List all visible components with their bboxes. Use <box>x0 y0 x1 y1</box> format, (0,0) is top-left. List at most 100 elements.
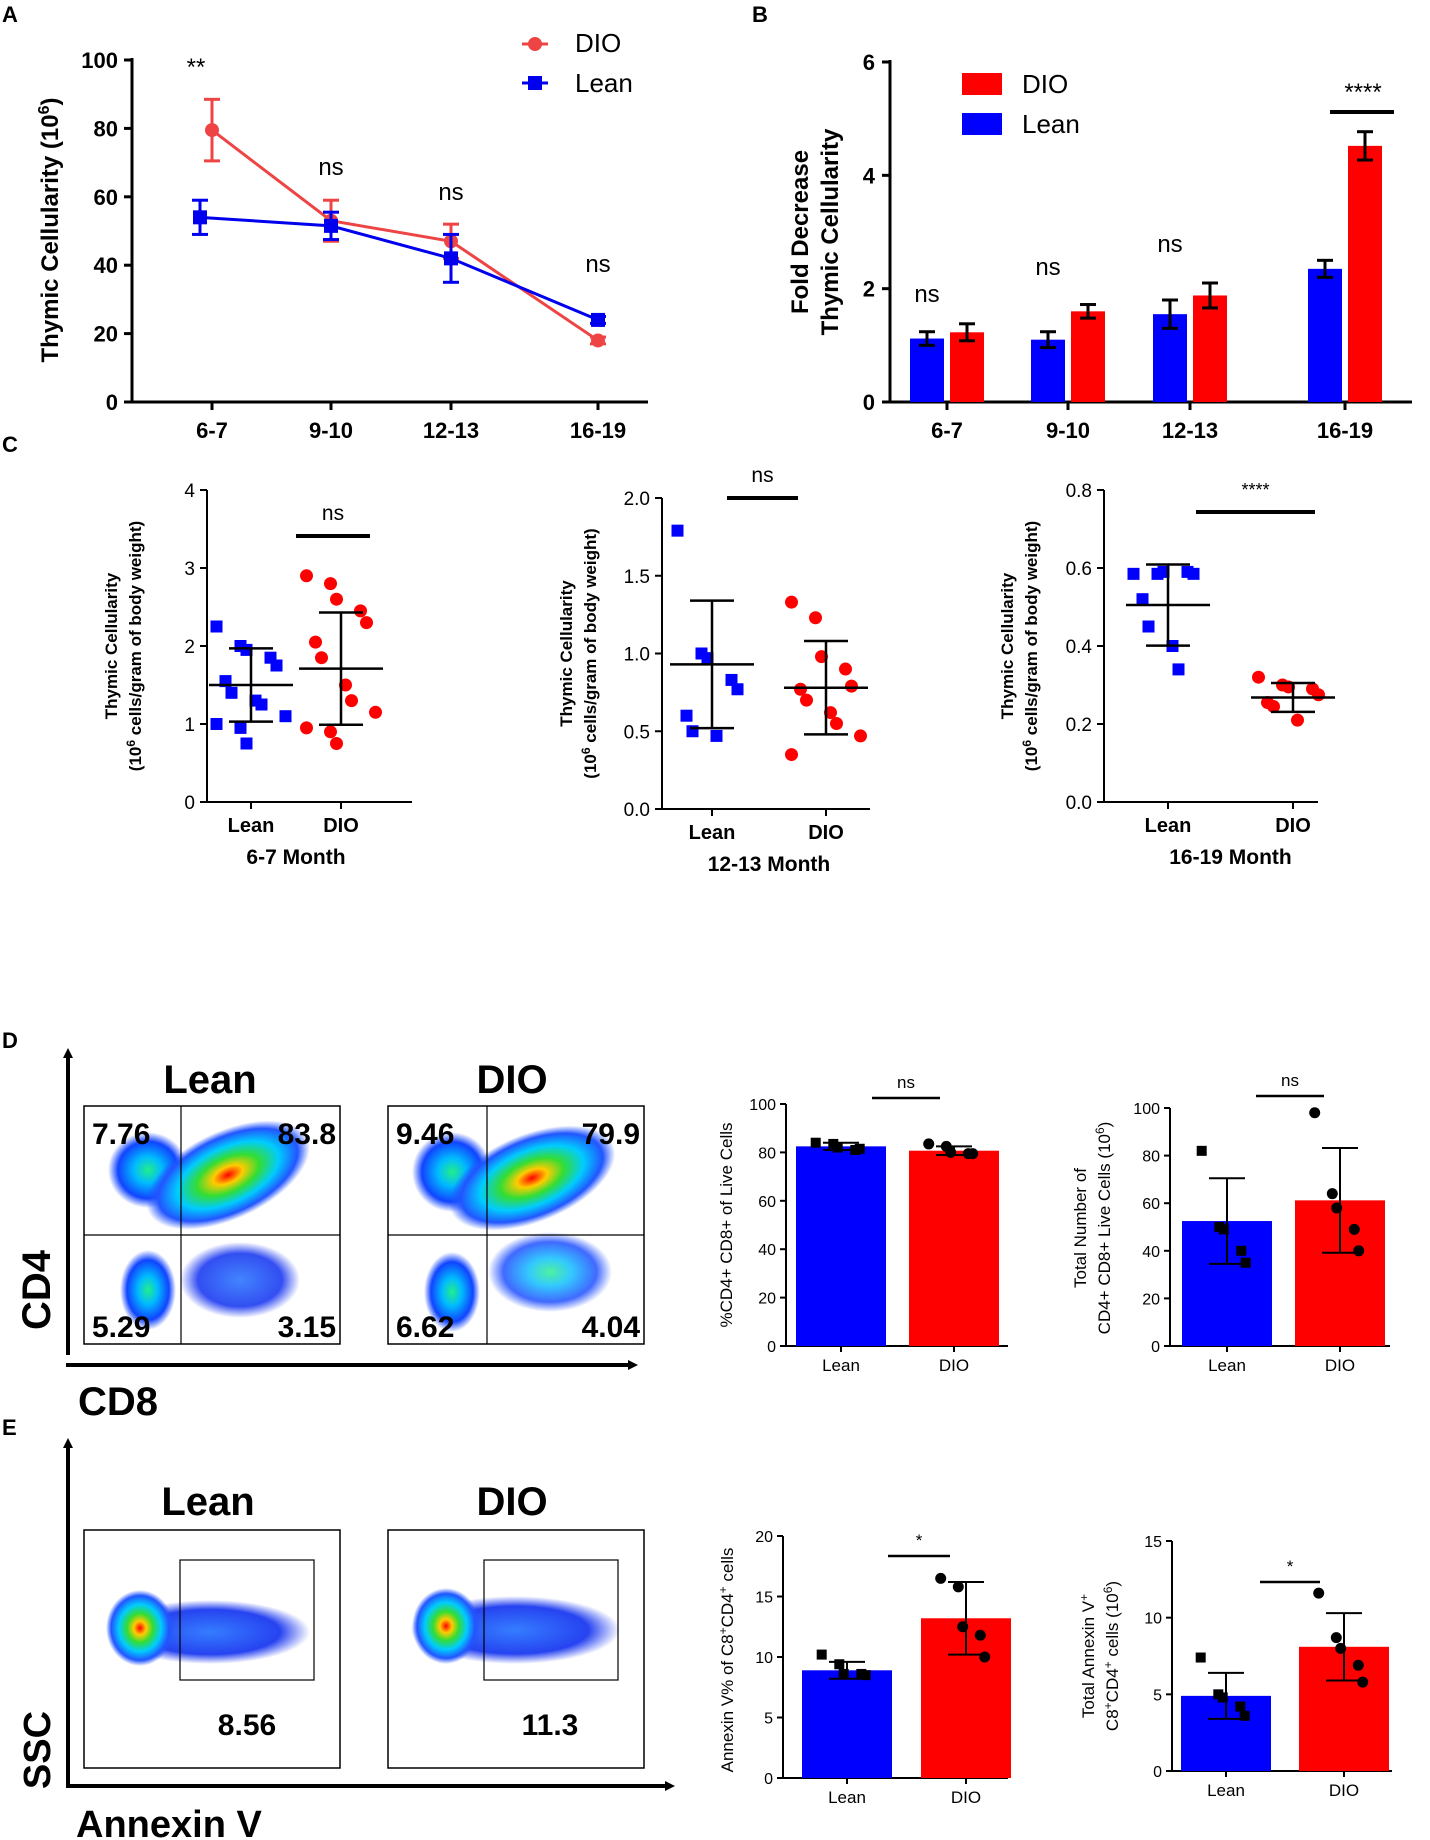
y-label-pre: Total Annexin V <box>1079 1600 1098 1718</box>
point-dio <box>205 123 219 138</box>
y-label-pre: Annexin V% of C8 <box>718 1634 737 1772</box>
y-tick-label: 20 <box>94 322 118 347</box>
y-label-line2: CD4+ CD8+ Live Cells (106) <box>1093 1122 1114 1335</box>
y-tick-label: 0 <box>767 1339 776 1356</box>
density-lr <box>180 1242 300 1318</box>
chart-b-legend: DIO Lean <box>962 69 1080 139</box>
point-dio <box>974 1629 986 1641</box>
point-lean <box>234 721 247 734</box>
x-tick-label: 6-7 <box>196 418 228 443</box>
flow-e-lean-plot: 8.56 <box>83 1529 341 1769</box>
point-dio <box>591 333 605 348</box>
point-dio <box>345 694 358 708</box>
y-label-sup: 6 <box>1020 740 1034 747</box>
point-lean <box>210 620 223 633</box>
y-label-sup: + <box>1101 1702 1115 1709</box>
point-dio <box>839 662 852 676</box>
point-dio <box>923 1138 935 1150</box>
point-dio <box>315 651 328 665</box>
point-lean <box>193 210 207 225</box>
y-tick-label: 0.2 <box>1066 715 1092 736</box>
point-dio <box>300 569 313 583</box>
y-label-line2: (106 cells/gram of body weight) <box>124 521 145 771</box>
y-label-line1: Thymic Cellularity <box>998 572 1017 719</box>
chart-b-y-label-line1: Fold Decrease <box>787 150 814 314</box>
y-label-pre: (10 <box>126 747 145 772</box>
quadrant-lr-value: 3.15 <box>278 1311 336 1344</box>
density-hot <box>106 1590 174 1666</box>
point-dio <box>1312 688 1325 702</box>
annexin-gate <box>483 1559 619 1681</box>
flow-d-x-label: CD8 <box>78 1380 158 1424</box>
x-tick-label: Lean <box>828 1788 866 1807</box>
y-label-sup: 6 <box>1093 1127 1107 1134</box>
y-tick-label: 0.5 <box>624 722 650 743</box>
point-dio <box>330 737 343 750</box>
point-lean <box>810 1137 821 1148</box>
legend-b-dio-swatch <box>962 73 1002 95</box>
y-tick-label: 60 <box>758 1194 776 1211</box>
point-dio <box>785 748 798 762</box>
point-dio <box>845 679 858 693</box>
bar-dio <box>909 1150 999 1346</box>
significance-label: ns <box>897 1073 915 1092</box>
point-dio <box>1291 713 1304 727</box>
quadrant-ul-value: 7.76 <box>92 1118 150 1151</box>
legend-lean-marker <box>528 76 542 90</box>
x-tick-label: Lean <box>1207 1781 1245 1800</box>
significance-label: ns <box>1035 254 1060 281</box>
chart-c3-scatter: 0.0 0.2 0.4 0.6 0.8 Lean DIO 16-19 Month Thymic … <box>998 480 1335 869</box>
chart-title: 16-19 Month <box>1169 846 1292 869</box>
flow-d-plots: CD4 CD8 Lean 7.76 83.8 5.29 3.15 DIO 9.4… <box>15 1048 645 1424</box>
point-lean <box>444 251 458 266</box>
point-dio <box>330 592 343 606</box>
significance-label: ns <box>318 154 343 181</box>
y-tick-label: 0.6 <box>1066 559 1092 580</box>
legend-b-dio-label: DIO <box>1022 69 1068 99</box>
y-tick-label: 2 <box>863 277 875 302</box>
y-tick-label: 40 <box>758 1242 776 1259</box>
y-tick-label: 10 <box>1144 1611 1162 1628</box>
density-ll <box>424 1252 480 1332</box>
y-tick-label: 0.0 <box>624 800 650 821</box>
legend-b-lean-swatch <box>962 113 1002 135</box>
point-dio <box>1331 1202 1343 1214</box>
panel-label-a: A <box>2 2 18 27</box>
point-dio <box>1330 1632 1342 1644</box>
point-dio <box>809 611 822 625</box>
y-tick-label: 15 <box>755 1590 773 1607</box>
bar-lean <box>802 1670 892 1778</box>
y-label-sup: + <box>1101 1661 1115 1668</box>
point-lean <box>1187 567 1200 580</box>
point-dio <box>800 693 813 707</box>
y-label-line1: Thymic Cellularity <box>557 580 576 727</box>
point-dio <box>1335 1642 1347 1654</box>
y-label-line1: Total Number of <box>1071 1168 1090 1288</box>
annexin-gate-value: 11.3 <box>522 1709 579 1742</box>
y-tick-label: 80 <box>94 116 118 141</box>
point-lean <box>255 698 268 711</box>
y-tick-label: 5 <box>1153 1687 1162 1704</box>
point-dio <box>309 635 322 649</box>
y-label-mid: CD4 <box>718 1593 737 1627</box>
y-tick-label: 2.0 <box>624 489 650 510</box>
point-lean <box>1218 1224 1229 1235</box>
bar-dio <box>950 332 984 402</box>
point-dio <box>360 616 373 630</box>
y-label-sup: + <box>716 1627 730 1634</box>
point-lean <box>1127 567 1140 580</box>
point-lean <box>838 1668 849 1679</box>
x-tick-label: DIO <box>939 1356 969 1375</box>
point-lean <box>1236 1245 1247 1256</box>
quadrant-ul-value: 9.46 <box>396 1118 454 1151</box>
point-lean <box>854 1143 865 1154</box>
bar-lean <box>796 1146 886 1346</box>
significance-label: * <box>916 1531 923 1550</box>
flow-d-dio-plot: 9.46 79.9 6.62 4.04 <box>387 1105 645 1345</box>
y-label-pre: (10 <box>581 754 600 779</box>
point-lean <box>710 729 723 742</box>
y-label-end: ) <box>1103 1581 1122 1587</box>
significance-label: **** <box>1241 480 1269 500</box>
point-lean <box>1217 1692 1228 1703</box>
